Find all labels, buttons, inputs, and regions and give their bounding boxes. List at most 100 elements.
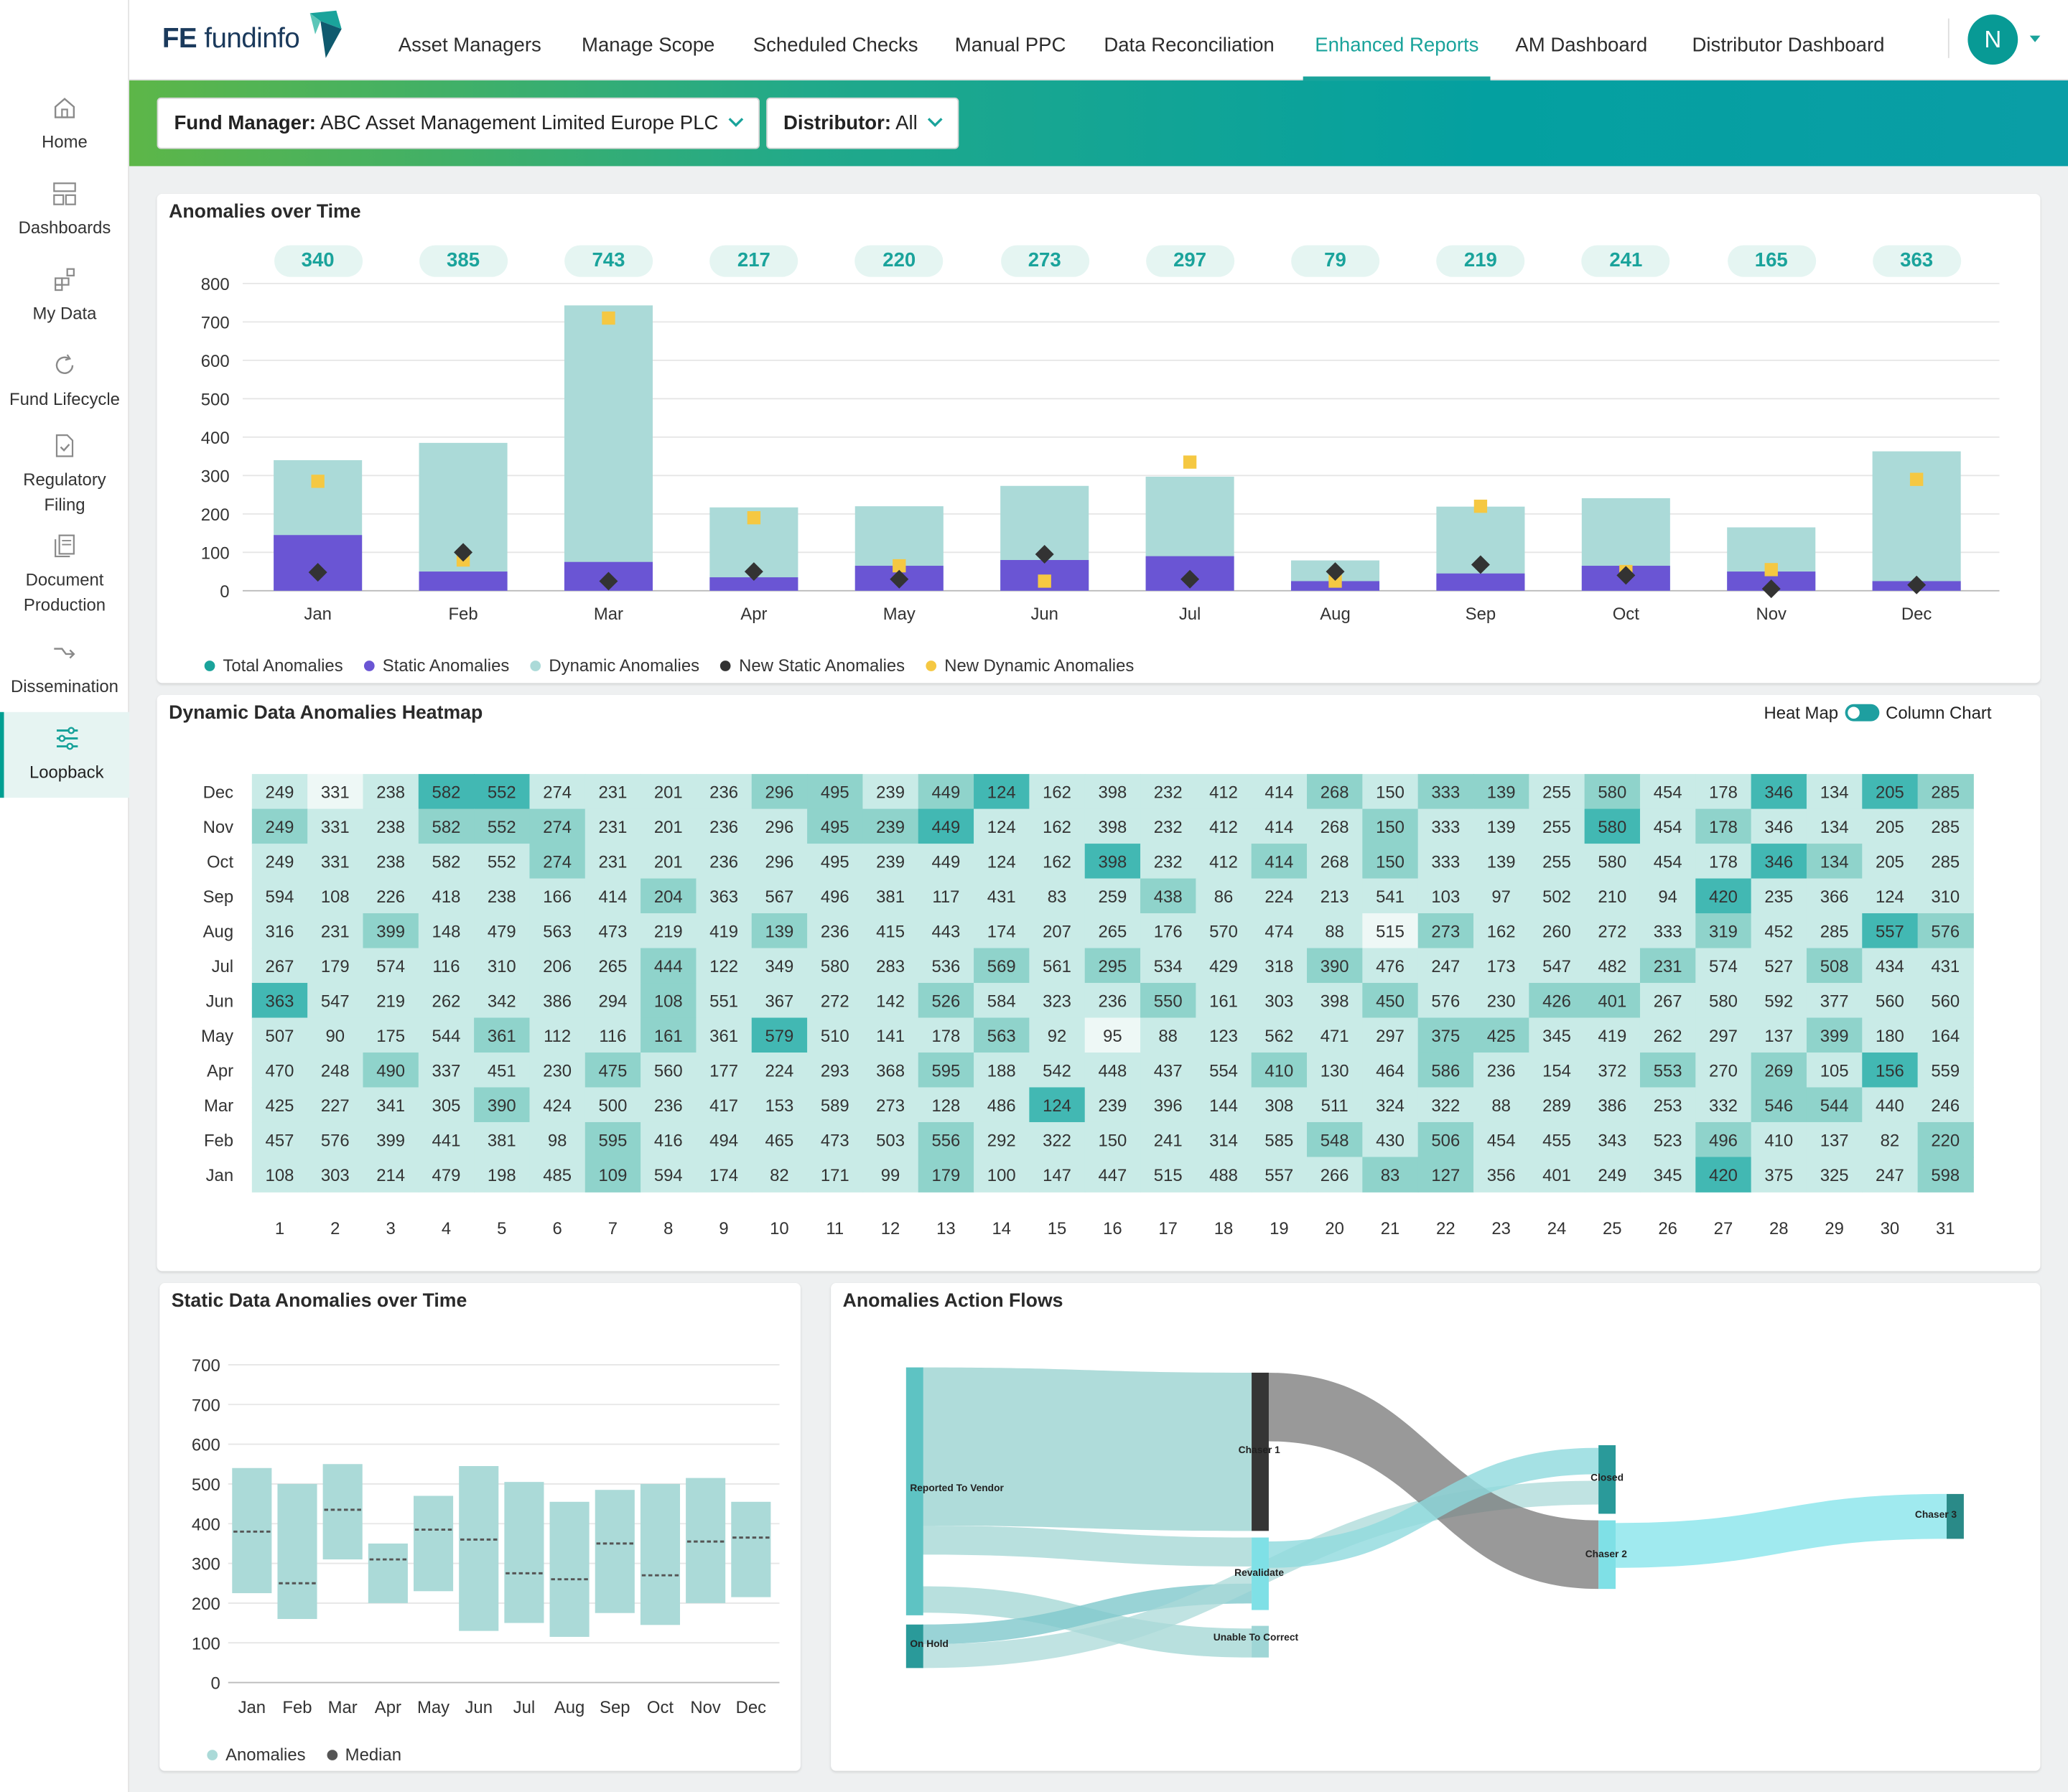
user-avatar[interactable]: N xyxy=(1967,14,2018,65)
anomaly-range-box[interactable] xyxy=(277,1483,317,1620)
view-toggle-switch[interactable] xyxy=(1845,704,1879,722)
heatmap-cell[interactable] xyxy=(307,1087,364,1123)
heatmap-cell[interactable] xyxy=(251,913,309,949)
heatmap-cell[interactable] xyxy=(807,1053,864,1088)
heatmap-cell[interactable] xyxy=(918,808,974,845)
heatmap-cell[interactable] xyxy=(1639,878,1697,914)
heatmap-cell[interactable] xyxy=(696,774,753,810)
heatmap-cell[interactable] xyxy=(751,774,808,810)
heatmap-cell[interactable] xyxy=(1362,1017,1419,1053)
heatmap-cell[interactable] xyxy=(862,808,919,845)
heatmap-cell[interactable] xyxy=(974,1157,1030,1193)
heatmap-cell[interactable] xyxy=(1751,983,1807,1019)
heatmap-cell[interactable] xyxy=(363,948,419,984)
sankey-link[interactable] xyxy=(1614,1493,1947,1568)
heatmap-cell[interactable] xyxy=(307,1017,364,1053)
heatmap-cell[interactable] xyxy=(1751,1017,1807,1053)
heatmap-cell[interactable] xyxy=(862,1017,919,1053)
heatmap-cell[interactable] xyxy=(418,1087,475,1123)
heatmap-cell[interactable] xyxy=(1806,983,1863,1019)
heatmap-cell[interactable] xyxy=(1639,913,1697,949)
static-anomalies-bar[interactable] xyxy=(1436,573,1525,591)
heatmap-cell[interactable] xyxy=(918,844,974,879)
heatmap-cell[interactable] xyxy=(1695,808,1752,845)
heatmap-cell[interactable] xyxy=(918,1087,974,1123)
heatmap-cell[interactable] xyxy=(641,1017,697,1053)
heatmap-cell[interactable] xyxy=(1473,913,1530,949)
heatmap-cell[interactable] xyxy=(1751,1157,1807,1193)
heatmap-cell[interactable] xyxy=(1584,983,1641,1019)
static-anomalies-bar[interactable] xyxy=(709,577,798,591)
heatmap-cell[interactable] xyxy=(1307,844,1364,879)
heatmap-cell[interactable] xyxy=(1029,774,1086,810)
heatmap-cell[interactable] xyxy=(1529,913,1585,949)
heatmap-cell[interactable] xyxy=(1806,1053,1863,1088)
anomaly-range-box[interactable] xyxy=(368,1543,408,1603)
heatmap-cell[interactable] xyxy=(1417,1121,1474,1158)
heatmap-cell[interactable] xyxy=(751,1157,808,1193)
heatmap-cell[interactable] xyxy=(1695,913,1752,949)
heatmap-cell[interactable] xyxy=(1029,808,1086,845)
heatmap-cell[interactable] xyxy=(1695,1121,1752,1158)
sidebar-item-dashboards[interactable]: Dashboards xyxy=(0,181,129,241)
heatmap-cell[interactable] xyxy=(696,1017,753,1053)
heatmap-cell[interactable] xyxy=(1862,1087,1919,1123)
heatmap-cell[interactable] xyxy=(584,774,642,810)
nav-distributor-dashboard[interactable]: Distributor Dashboard xyxy=(1692,34,1885,57)
new-dynamic-marker[interactable] xyxy=(893,559,906,573)
heatmap-cell[interactable] xyxy=(641,913,697,949)
heatmap-cell[interactable] xyxy=(1529,1087,1585,1123)
heatmap-cell[interactable] xyxy=(1362,1087,1419,1123)
heatmap-cell[interactable] xyxy=(1639,1017,1697,1053)
heatmap-cell[interactable] xyxy=(251,1053,309,1088)
heatmap-cell[interactable] xyxy=(307,1121,364,1158)
heatmap-cell[interactable] xyxy=(1251,878,1308,914)
anomaly-range-box[interactable] xyxy=(731,1501,771,1597)
heatmap-cell[interactable] xyxy=(1862,913,1919,949)
heatmap-cell[interactable] xyxy=(1307,808,1364,845)
heatmap-cell[interactable] xyxy=(1362,1157,1419,1193)
nav-data-reconciliation[interactable]: Data Reconciliation xyxy=(1104,34,1275,57)
heatmap-cell[interactable] xyxy=(1196,1157,1252,1193)
heatmap-cell[interactable] xyxy=(1639,1053,1697,1088)
heatmap-cell[interactable] xyxy=(251,1121,309,1158)
new-dynamic-marker[interactable] xyxy=(1038,574,1051,588)
heatmap-cell[interactable] xyxy=(1806,948,1863,984)
heatmap-cell[interactable] xyxy=(251,878,309,914)
new-static-marker[interactable] xyxy=(890,569,909,589)
heatmap-cell[interactable] xyxy=(1695,878,1752,914)
heatmap-cell[interactable] xyxy=(807,1017,864,1053)
new-dynamic-marker[interactable] xyxy=(1764,563,1778,577)
heatmap-cell[interactable] xyxy=(1029,878,1086,914)
heatmap-cell[interactable] xyxy=(1251,774,1308,810)
sidebar-item-my-data[interactable]: My Data xyxy=(0,266,129,326)
heatmap-cell[interactable] xyxy=(807,913,864,949)
heatmap-cell[interactable] xyxy=(1029,948,1086,984)
heatmap-cell[interactable] xyxy=(307,808,364,845)
heatmap-cell[interactable] xyxy=(251,1087,309,1123)
heatmap-cell[interactable] xyxy=(251,948,309,984)
heatmap-cell[interactable] xyxy=(1751,1121,1807,1158)
new-dynamic-marker[interactable] xyxy=(1328,574,1342,588)
heatmap-cell[interactable] xyxy=(1695,1017,1752,1053)
heatmap-cell[interactable] xyxy=(1029,913,1086,949)
heatmap-cell[interactable] xyxy=(529,983,586,1019)
heatmap-cell[interactable] xyxy=(696,878,753,914)
heatmap-cell[interactable] xyxy=(807,948,864,984)
heatmap-cell[interactable] xyxy=(1029,1053,1086,1088)
heatmap-cell[interactable] xyxy=(641,774,697,810)
heatmap-cell[interactable] xyxy=(1917,808,1974,845)
heatmap-cell[interactable] xyxy=(1417,948,1474,984)
heatmap-cell[interactable] xyxy=(751,878,808,914)
heatmap-cell[interactable] xyxy=(1362,1121,1419,1158)
sankey-node[interactable] xyxy=(1947,1493,1964,1539)
heatmap-cell[interactable] xyxy=(1362,774,1419,810)
heatmap-cell[interactable] xyxy=(1140,808,1197,845)
heatmap-cell[interactable] xyxy=(251,983,309,1019)
heatmap-cell[interactable] xyxy=(1584,808,1641,845)
heatmap-cell[interactable] xyxy=(474,844,531,879)
anomaly-range-box[interactable] xyxy=(322,1464,363,1560)
legend-item[interactable]: New Dynamic Anomalies xyxy=(926,655,1134,675)
heatmap-cell[interactable] xyxy=(474,1053,531,1088)
heatmap-cell[interactable] xyxy=(1806,844,1863,879)
